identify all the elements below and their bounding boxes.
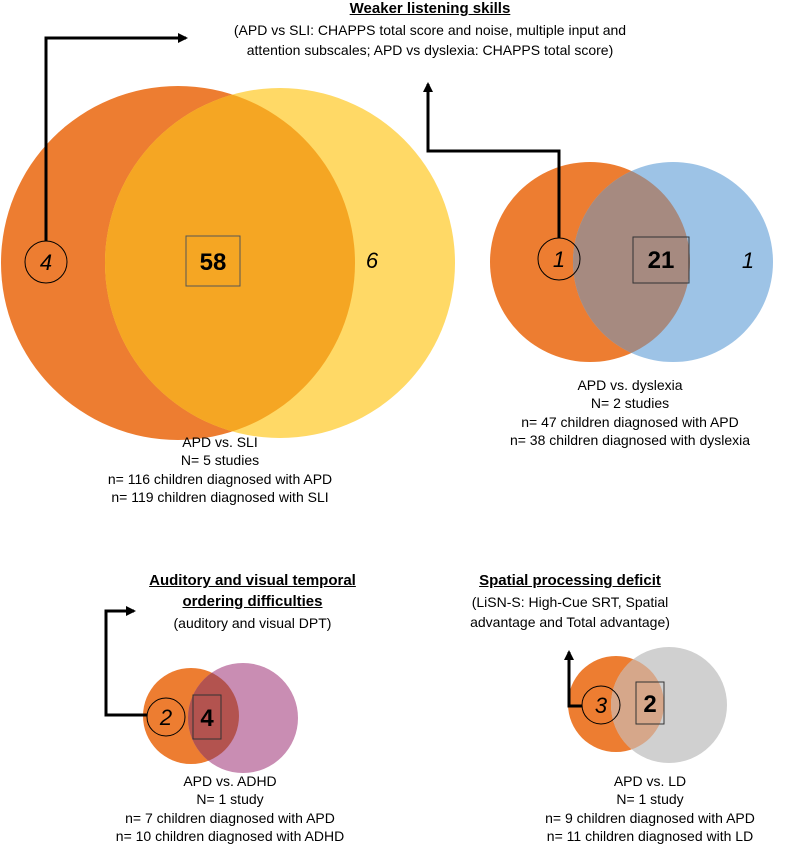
dyslexia-only-count: 1 xyxy=(742,248,754,273)
arrow-ld-to-spatial xyxy=(564,650,582,708)
caption-title: APD vs. LD xyxy=(613,773,687,789)
caption-title: APD vs. dyslexia xyxy=(577,377,683,393)
finding-spatial: Spatial processing deficit (LiSN-S: High… xyxy=(440,572,700,632)
finding-heading: ordering difficulties xyxy=(182,592,323,610)
caption-apd-sample: n= 9 children diagnosed with APD xyxy=(545,809,755,826)
venn-apd-dyslexia: 1 21 1 xyxy=(490,162,773,362)
caption-apd-sample: n= 116 children diagnosed with APD xyxy=(107,470,333,487)
finding-heading: Weaker listening skills xyxy=(349,0,511,17)
finding-detail: (LiSN-S: High-Cue SRT, Spatial xyxy=(471,593,669,610)
overlap-region xyxy=(611,656,664,752)
apd-only-count-ring xyxy=(146,697,186,737)
caption-apd-sample: n= 47 children diagnosed with APD xyxy=(521,413,739,430)
overlap-count-box xyxy=(192,694,222,740)
overlap-region xyxy=(105,88,355,438)
caption-other-sample: n= 10 children diagnosed with ADHD xyxy=(115,828,345,845)
finding-listening: Weaker listening skills (APD vs SLI: CHA… xyxy=(180,0,680,60)
overlap-count: 21 xyxy=(648,247,675,274)
caption-apd-dyslexia: APD vs. dyslexia N= 2 studies n= 47 chil… xyxy=(480,376,780,450)
overlap-count: 58 xyxy=(200,249,227,276)
apd-only-count: 3 xyxy=(595,693,608,718)
finding-heading: Auditory and visual temporal xyxy=(149,572,356,589)
overlap-count-box xyxy=(635,681,665,725)
overlap-count: 4 xyxy=(200,705,214,732)
finding-heading: Spatial processing deficit xyxy=(479,572,661,589)
finding-temporal: Auditory and visual temporal ordering di… xyxy=(130,572,375,632)
overlap-count-box xyxy=(632,236,690,284)
overlap-count: 2 xyxy=(643,691,656,718)
caption-other-sample: n= 119 children diagnosed with SLI xyxy=(111,489,329,506)
overlap-count-box xyxy=(185,235,241,287)
overlap-region xyxy=(188,668,239,764)
arrow-adhd-to-temporal xyxy=(104,606,147,717)
caption-apd-adhd: APD vs. ADHD N= 1 study n= 7 children di… xyxy=(80,772,380,846)
finding-detail: advantage and Total advantage) xyxy=(470,614,670,631)
caption-study-count: N= 2 studies xyxy=(590,395,670,412)
venn-apd-sli: 4 58 6 xyxy=(1,86,455,440)
caption-apd-sample: n= 7 children diagnosed with APD xyxy=(125,809,335,826)
caption-other-sample: n= 38 children diagnosed with dyslexia xyxy=(509,432,751,449)
venn-apd-adhd: 2 4 xyxy=(143,663,298,773)
caption-apd-ld: APD vs. LD N= 1 study n= 9 children diag… xyxy=(500,772,800,846)
caption-title: APD vs. SLI xyxy=(182,434,258,450)
apd-only-count: 1 xyxy=(553,247,565,272)
caption-title: APD vs. ADHD xyxy=(183,773,277,789)
caption-study-count: N= 1 study xyxy=(616,791,684,808)
arrow-sli-to-listening xyxy=(44,33,188,241)
venn-apd-ld: 3 2 xyxy=(568,647,727,763)
finding-detail: (APD vs SLI: CHAPPS total score and nois… xyxy=(233,21,627,38)
caption-other-sample: n= 11 children diagnosed with LD xyxy=(546,828,754,845)
sli-only-count: 6 xyxy=(366,248,379,273)
finding-detail: (auditory and visual DPT) xyxy=(173,614,332,631)
caption-study-count: N= 1 study xyxy=(196,791,264,808)
caption-apd-sli: APD vs. SLI N= 5 studies n= 116 children… xyxy=(60,433,380,507)
finding-detail: attention subscales; APD vs dyslexia: CH… xyxy=(246,42,614,59)
overlap-region xyxy=(573,162,690,362)
apd-only-count: 4 xyxy=(40,250,52,275)
apd-only-count: 2 xyxy=(159,705,172,730)
arrow-dyslexia-to-listening xyxy=(423,82,561,238)
caption-study-count: N= 5 studies xyxy=(180,452,260,469)
